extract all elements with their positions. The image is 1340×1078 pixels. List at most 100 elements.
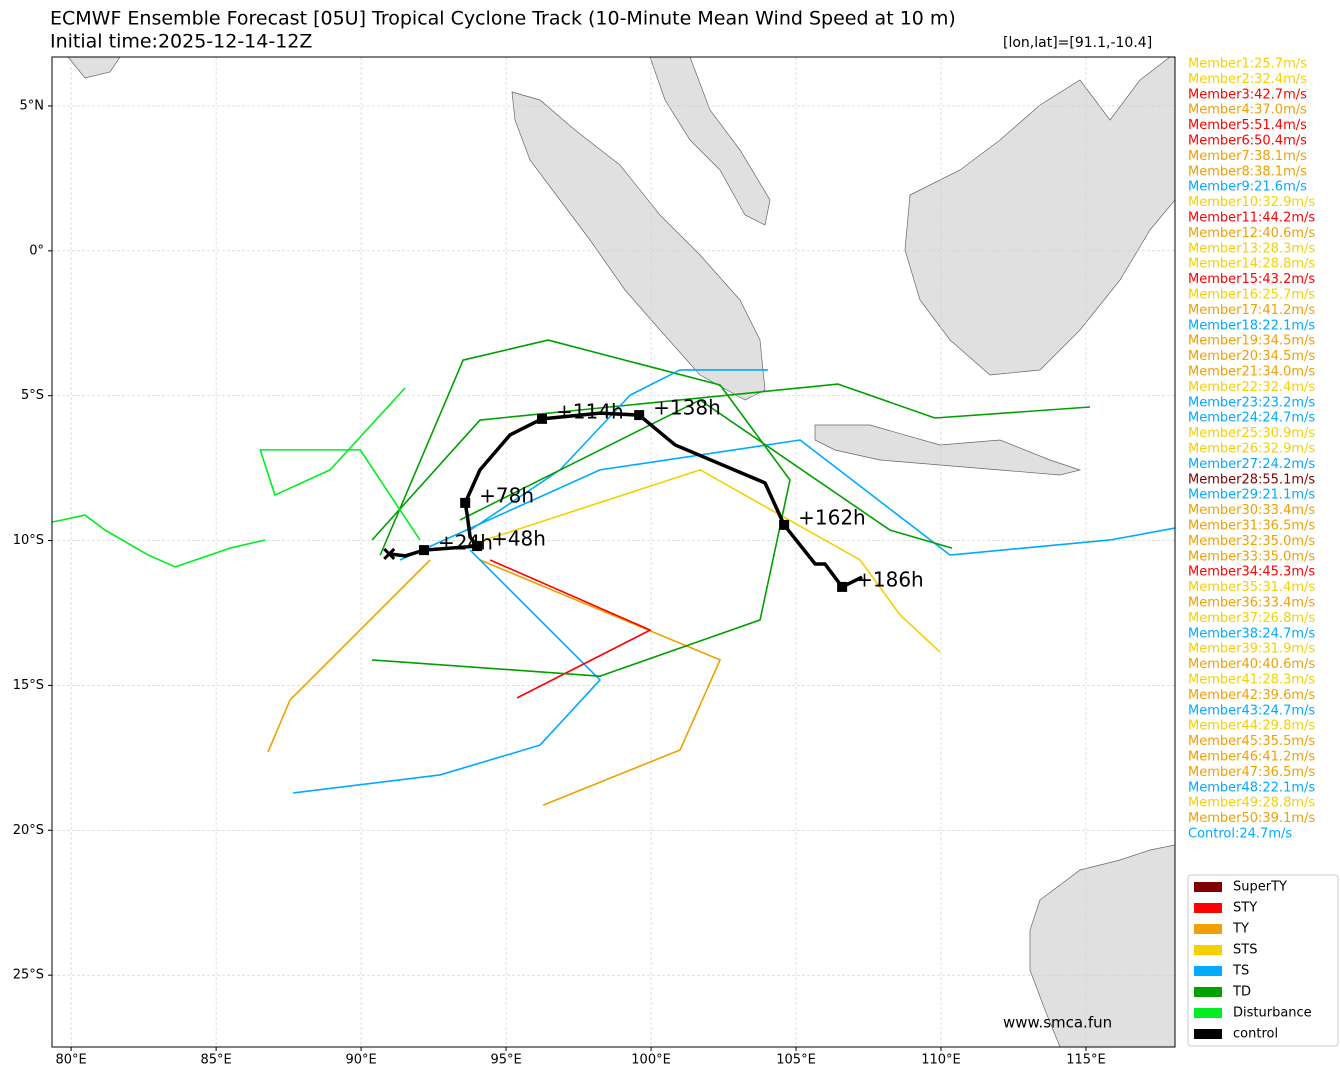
member-label: Member41:28.3m/s — [1188, 673, 1315, 688]
member-label: Member47:36.5m/s — [1188, 765, 1315, 780]
member-label: Member15:43.2m/s — [1188, 272, 1315, 287]
legend-box — [1187, 874, 1339, 1047]
member-label: Member40:40.6m/s — [1188, 657, 1315, 672]
java — [814, 424, 1082, 476]
control-point — [779, 519, 790, 530]
member-label: Member19:34.5m/s — [1188, 334, 1315, 349]
legend-swatch — [1194, 903, 1222, 913]
control-point — [460, 497, 471, 508]
member-label: Member43:24.7m/s — [1188, 703, 1315, 718]
member-label: Member6:50.4m/s — [1188, 134, 1307, 149]
x-tick-label: 110°E — [921, 1053, 961, 1068]
member-label: Member31:36.5m/s — [1188, 519, 1315, 534]
ensemble-track — [469, 469, 941, 653]
member-label: Member21:34.0m/s — [1188, 365, 1315, 380]
land — [67, 57, 1175, 1047]
member-label: Member32:35.0m/s — [1188, 534, 1315, 549]
control-label: +78h — [479, 483, 534, 507]
grid: 80°E 85°E 90°E 95°E 100°E 105°E 110°E 115°E 5°N 0… — [13, 57, 1175, 1068]
ensemble-track — [399, 439, 1175, 561]
control-label: +114h — [556, 399, 624, 423]
member-label: Member34:45.3m/s — [1188, 565, 1315, 580]
member-label: Member3:42.7m/s — [1188, 87, 1307, 102]
x-tick-label: 105°E — [776, 1053, 816, 1068]
x-tick-label: 90°E — [345, 1053, 376, 1068]
y-tick-label: 5°S — [21, 388, 44, 403]
member-label: Member50:39.1m/s — [1188, 811, 1315, 826]
legend-swatch — [1194, 1029, 1222, 1039]
member-label: Member14:28.8m/s — [1188, 257, 1315, 272]
tracks: +24h+48h +78h +114h +138h +162h +186h — [52, 339, 1175, 806]
member-label: Member2:32.4m/s — [1188, 72, 1307, 87]
control-point — [419, 545, 430, 556]
member-label: Member49:28.8m/s — [1188, 796, 1315, 811]
ensemble-track — [371, 383, 1091, 541]
member-label: Control:24.7m/s — [1188, 827, 1292, 842]
position-note: [lon,lat]=[91.1,-10.4] — [1003, 35, 1152, 51]
ensemble-track — [372, 339, 791, 677]
legend-swatch — [1194, 987, 1222, 997]
member-label: Member25:30.9m/s — [1188, 426, 1315, 441]
member-label: Member10:32.9m/s — [1188, 195, 1315, 210]
control-point — [634, 410, 645, 421]
legend-swatch — [1194, 1008, 1222, 1018]
x-tick-label: 115°E — [1066, 1053, 1106, 1068]
member-label: Member18:22.1m/s — [1188, 318, 1315, 333]
control-label: +138h — [653, 396, 721, 420]
malay-peninsula — [649, 57, 771, 226]
sri-lanka — [67, 57, 121, 79]
ensemble-track — [267, 559, 431, 753]
y-tick-label: 15°S — [13, 678, 44, 693]
legend-swatch — [1194, 924, 1222, 934]
sumatra — [511, 91, 766, 401]
legend-swatch — [1194, 882, 1222, 892]
member-label: Member23:23.2m/s — [1188, 395, 1315, 410]
member-label: Member38:24.7m/s — [1188, 626, 1315, 641]
control-start — [383, 547, 396, 560]
control-label: +162h — [798, 505, 866, 529]
member-label: Member11:44.2m/s — [1188, 211, 1315, 226]
legend-label: TS — [1232, 964, 1249, 979]
ensemble-track — [52, 514, 266, 568]
control-label: +24h — [438, 531, 493, 555]
control-point — [837, 581, 848, 592]
member-label: Member46:41.2m/s — [1188, 750, 1315, 765]
legend: SuperTY STY TY STS TS TD Disturbance control — [1194, 880, 1312, 1042]
legend-swatch — [1194, 945, 1222, 955]
member-label: Member8:38.1m/s — [1188, 164, 1307, 179]
y-tick-label: 0° — [29, 243, 44, 258]
member-label: Member7:38.1m/s — [1188, 149, 1307, 164]
legend-label: STY — [1233, 901, 1257, 916]
y-tick-label: 10°S — [13, 533, 44, 548]
legend-swatch — [1194, 966, 1222, 976]
legend-label: SuperTY — [1233, 880, 1287, 895]
member-label: Member45:35.5m/s — [1188, 734, 1315, 749]
ensemble-track — [479, 559, 721, 806]
member-label: Member20:34.5m/s — [1188, 349, 1315, 364]
member-label: Member17:41.2m/s — [1188, 303, 1315, 318]
plot-frame — [51, 56, 1176, 1048]
member-label: Member39:31.9m/s — [1188, 642, 1315, 657]
member-list: Member1:25.7m/sMember2:32.4m/sMember3:42… — [1188, 57, 1315, 842]
member-label: Member4:37.0m/s — [1188, 103, 1307, 118]
member-label: Member33:35.0m/s — [1188, 549, 1315, 564]
x-tick-label: 100°E — [631, 1053, 671, 1068]
australia — [1029, 844, 1175, 1047]
chart-title: ECMWF Ensemble Forecast [05U] Tropical C… — [50, 8, 956, 30]
ensemble-track — [459, 399, 953, 549]
borneo — [904, 57, 1175, 376]
x-tick-label: 85°E — [200, 1053, 231, 1068]
member-label: Member42:39.6m/s — [1188, 688, 1315, 703]
member-label: Member13:28.3m/s — [1188, 241, 1315, 256]
ensemble-track — [293, 549, 601, 794]
member-label: Member30:33.4m/s — [1188, 503, 1315, 518]
member-label: Member5:51.4m/s — [1188, 118, 1307, 133]
member-label: Member26:32.9m/s — [1188, 442, 1315, 457]
member-label: Member12:40.6m/s — [1188, 226, 1315, 241]
member-label: Member35:31.4m/s — [1188, 580, 1315, 595]
x-tick-label: 95°E — [490, 1053, 521, 1068]
legend-label: TY — [1232, 922, 1249, 937]
member-label: Member9:21.6m/s — [1188, 180, 1307, 195]
y-tick-label: 5°N — [20, 98, 45, 113]
